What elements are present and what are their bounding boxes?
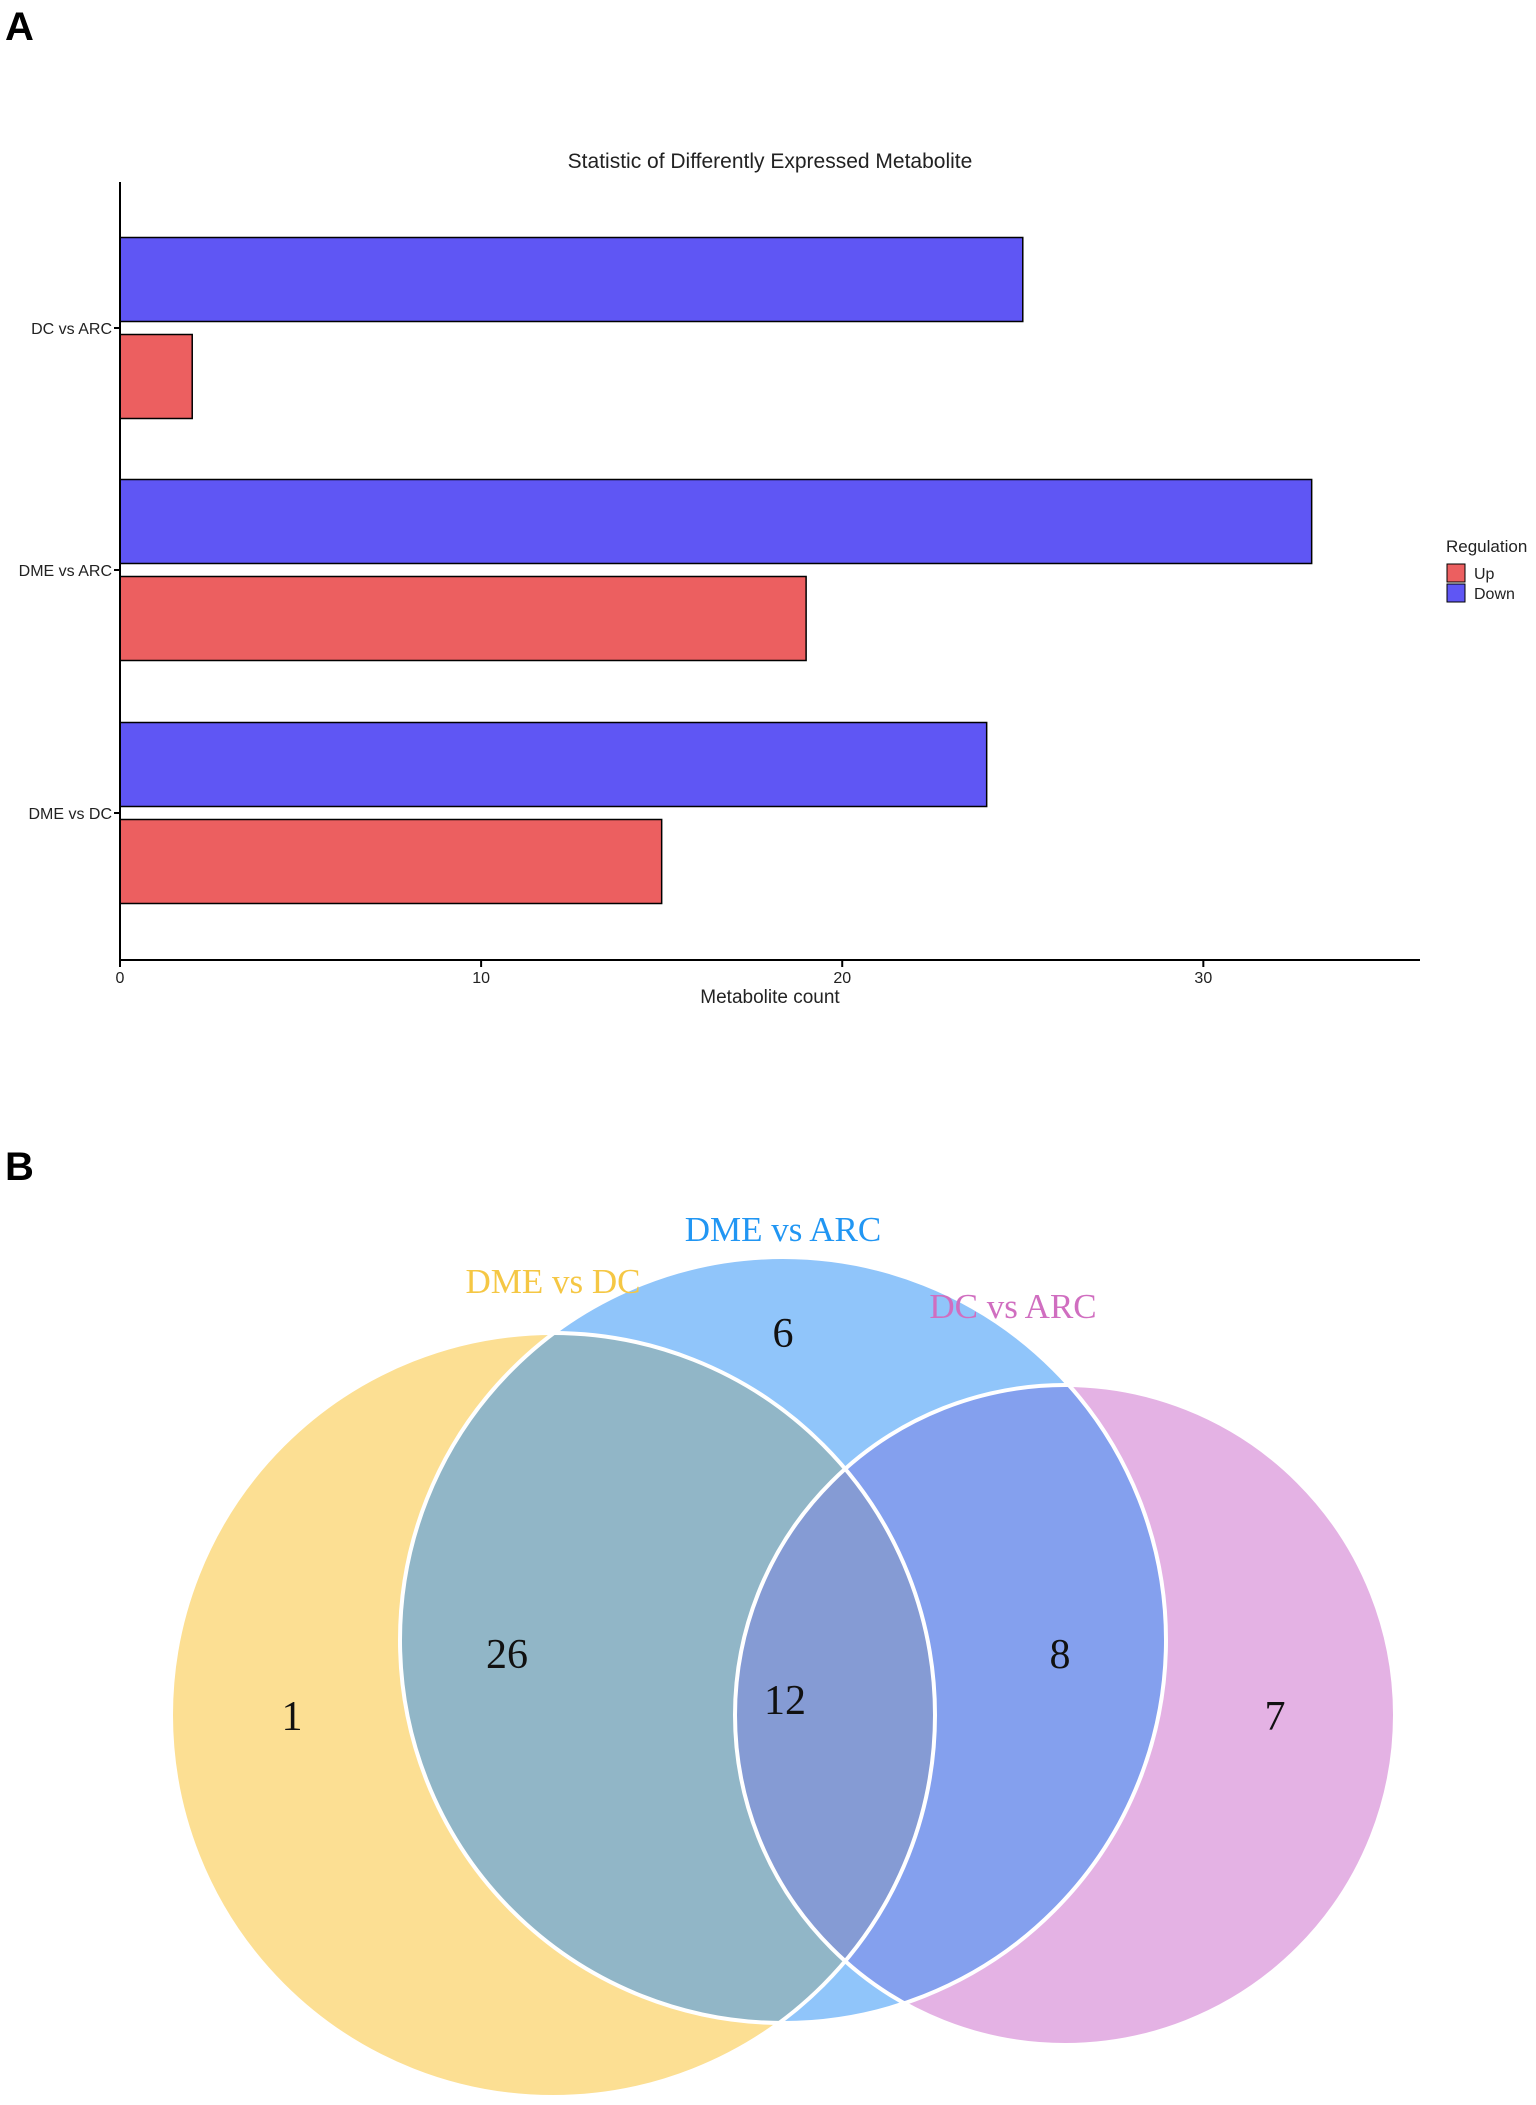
panel-a-label: A: [5, 5, 34, 49]
bar-chart: Statistic of Differently Expressed Metab…: [19, 150, 1528, 1008]
venn-count-all-three: 12: [764, 1678, 806, 1724]
venn-outline-dme-vs-arc: [398, 1255, 1168, 2025]
legend: Regulation Up Down: [1446, 537, 1527, 603]
venn-count-dme-dc-and-dme-arc: 26: [486, 1632, 528, 1678]
x-axis-title: Metabolite count: [700, 987, 840, 1008]
y-tick-label-dme-vs-dc: DME vs DC: [28, 806, 112, 823]
venn-count-only-dme-vs-arc: 6: [773, 1311, 794, 1357]
x-tick-label-0: 0: [116, 970, 125, 987]
panel-b-label: B: [5, 1145, 34, 1189]
venn-label-dme-vs-arc: DME vs ARC: [685, 1210, 881, 1249]
x-tick-label-10: 10: [472, 970, 490, 987]
bar-dme-vs-arc-down: [119, 478, 1313, 565]
x-tick-label-30: 30: [1194, 970, 1212, 987]
chart-title: Statistic of Differently Expressed Metab…: [568, 150, 973, 173]
venn-count-dme-arc-and-dc-arc: 8: [1050, 1632, 1071, 1678]
bar-dme-vs-dc-up: [119, 818, 663, 905]
venn-outline-dc-vs-arc: [733, 1383, 1397, 2047]
bars-group: [119, 236, 1313, 905]
legend-swatch-down: [1446, 583, 1466, 603]
bar-dc-vs-arc-down: [119, 236, 1024, 323]
venn-region-dme-dc-and-dme-arc: [400, 1333, 935, 2023]
venn-label-dme-vs-dc: DME vs DC: [465, 1262, 640, 1301]
y-tick-label-dme-vs-arc: DME vs ARC: [19, 563, 112, 580]
venn-count-only-dc-vs-arc: 7: [1265, 1694, 1286, 1740]
venn-count-only-dme-vs-dc: 1: [282, 1694, 303, 1740]
legend-title: Regulation: [1446, 537, 1527, 556]
bar-dme-vs-arc-up: [119, 575, 807, 662]
x-tick-label-20: 20: [833, 970, 851, 987]
y-tick-label-dc-vs-arc: DC vs ARC: [31, 321, 112, 338]
legend-label-down: Down: [1474, 586, 1515, 603]
venn-label-dc-vs-arc: DC vs ARC: [929, 1287, 1096, 1326]
venn-diagram: DME vs DC DME vs ARC DC vs ARC 1 6 7 26 …: [169, 1210, 1397, 2099]
legend-swatch-up: [1446, 563, 1466, 583]
bar-dme-vs-dc-down: [119, 721, 988, 808]
legend-label-up: Up: [1474, 566, 1495, 583]
x-ticks-group: 0 10 20 30: [116, 960, 1212, 987]
y-ticks-group: DC vs ARC DME vs ARC DME vs DC: [19, 321, 120, 823]
venn-region-dme-arc-and-dc-arc: [735, 1385, 1166, 2023]
bar-dc-vs-arc-up: [119, 333, 193, 420]
